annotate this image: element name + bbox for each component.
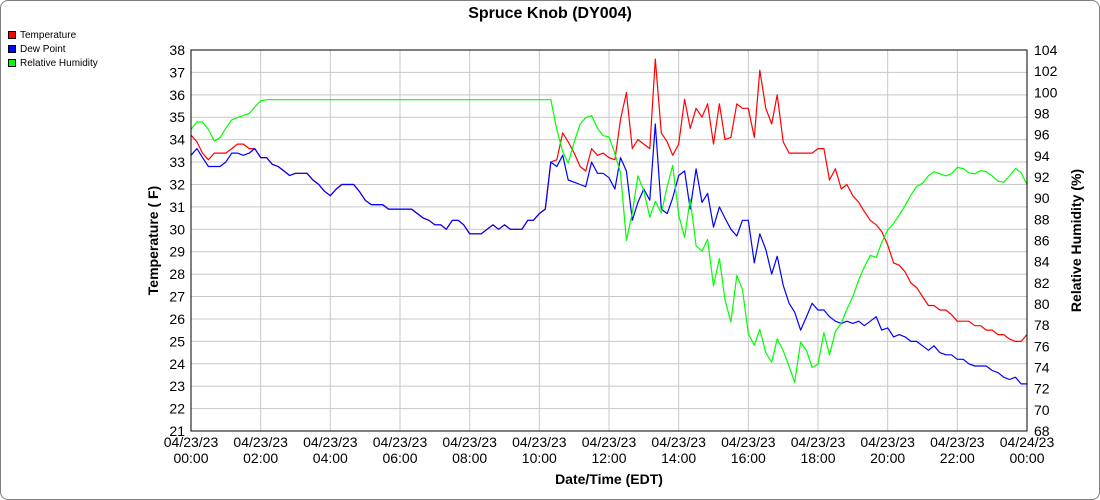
y2-tick-label: 76 (1034, 338, 1050, 354)
y2-tick-label: 84 (1034, 254, 1050, 270)
y-tick-label: 22 (169, 401, 185, 417)
y2-tick-label: 90 (1034, 190, 1050, 206)
x-tick-label-date: 04/23/23 (930, 434, 985, 450)
x-tick-label-time: 10:00 (522, 450, 557, 466)
legend-label-relative-humidity: Relative Humidity (20, 57, 98, 69)
y-tick-label: 31 (169, 199, 185, 215)
x-tick-label-time: 18:00 (800, 450, 835, 466)
y-tick-label: 30 (169, 221, 185, 237)
y2-tick-label: 68 (1034, 423, 1050, 439)
y-tick-label: 26 (169, 311, 185, 327)
legend-swatch-dew-point (8, 45, 16, 53)
y2-tick-label: 92 (1034, 169, 1050, 185)
x-tick-label-date: 04/23/23 (651, 434, 706, 450)
y-tick-label: 21 (169, 423, 185, 439)
y2-tick-label: 72 (1034, 381, 1050, 397)
y2-tick-label: 102 (1034, 63, 1058, 79)
legend-swatch-temperature (8, 31, 16, 39)
y2-tick-label: 70 (1034, 402, 1050, 418)
y-tick-label: 37 (169, 64, 185, 80)
x-tick-label-date: 04/23/23 (303, 434, 358, 450)
x-tick-label-time: 20:00 (870, 450, 905, 466)
x-tick-label-date: 04/23/23 (582, 434, 637, 450)
x-tick-label-time: 12:00 (591, 450, 626, 466)
chart-title: Spruce Knob (DY004) (468, 5, 632, 22)
x-tick-label-date: 04/23/23 (164, 434, 219, 450)
x-tick-label-time: 16:00 (731, 450, 766, 466)
grid-lines (190, 49, 1028, 432)
y-tick-label: 33 (169, 154, 185, 170)
y2-tick-label: 86 (1034, 233, 1050, 249)
y-tick-label: 29 (169, 244, 185, 260)
x-tick-label-date: 04/24/23 (1000, 434, 1055, 450)
x-tick-label-date: 04/23/23 (512, 434, 567, 450)
y2-tick-label: 74 (1034, 360, 1050, 376)
y-axis-title: Temperature ( F) (145, 186, 161, 295)
x-axis-title: Date/Time (EDT) (555, 471, 663, 487)
series-line-relative-humidity (190, 99, 1028, 383)
y-tick-label: 27 (169, 289, 185, 305)
series-line-dew-point (190, 123, 1027, 385)
y-axis-ticks: 21 22 23 24 25 26 27 28 29 30 31 32 33 34 35 36 37 38 (169, 42, 185, 439)
y-tick-label: 36 (169, 87, 185, 103)
x-tick-label-date: 04/23/23 (721, 434, 776, 450)
y-tick-label: 28 (169, 266, 185, 282)
legend-item-temperature: Temperature (8, 28, 98, 42)
x-tick-label-time: 04:00 (313, 450, 348, 466)
y2-tick-label: 104 (1034, 42, 1058, 58)
y-tick-label: 35 (169, 109, 185, 125)
x-tick-label-date: 04/23/23 (791, 434, 846, 450)
plot-area-border (190, 49, 1028, 432)
y2-tick-label: 78 (1034, 317, 1050, 333)
x-tick-label-time: 22:00 (940, 450, 975, 466)
x-tick-label-date: 04/23/23 (860, 434, 915, 450)
x-tick-label-time: 00:00 (173, 450, 208, 466)
y-tick-label: 38 (169, 42, 185, 58)
x-tick-label-time: 08:00 (452, 450, 487, 466)
legend-swatch-relative-humidity (8, 59, 16, 67)
y2-tick-label: 88 (1034, 211, 1050, 227)
x-axis-ticks: 04/23/2300:0004/23/2302:0004/23/2304:000… (164, 434, 1055, 466)
y2-tick-label: 96 (1034, 127, 1050, 143)
y2-tick-label: 82 (1034, 275, 1050, 291)
x-tick-label-date: 04/23/23 (233, 434, 288, 450)
x-tick-label-time: 02:00 (243, 450, 278, 466)
y2-tick-label: 94 (1034, 148, 1050, 164)
y-tick-label: 32 (169, 176, 185, 192)
x-tick-label-time: 06:00 (382, 450, 417, 466)
legend-item-dew-point: Dew Point (8, 42, 98, 56)
y-tick-label: 23 (169, 378, 185, 394)
y2-axis-title: Relative Humidity (%) (1068, 169, 1084, 312)
legend: Temperature Dew Point Relative Humidity (8, 28, 98, 70)
legend-item-relative-humidity: Relative Humidity (8, 56, 98, 70)
x-tick-label-date: 04/23/23 (442, 434, 497, 450)
y2-tick-label: 100 (1034, 84, 1058, 100)
legend-label-dew-point: Dew Point (20, 43, 66, 55)
legend-label-temperature: Temperature (20, 29, 77, 41)
x-tick-label-time: 14:00 (661, 450, 696, 466)
x-tick-label-date: 04/23/23 (373, 434, 428, 450)
y2-tick-label: 98 (1034, 106, 1050, 122)
y2-tick-label: 80 (1034, 296, 1050, 312)
y-tick-label: 24 (169, 356, 185, 372)
y-tick-label: 34 (169, 132, 185, 148)
series-lines (190, 58, 1028, 385)
y-tick-label: 25 (169, 333, 185, 349)
y2-axis-ticks: 68 70 72 74 76 78 80 82 84 86 88 90 92 94 96 98 100 102 10… (1034, 42, 1058, 439)
x-tick-label-time: 00:00 (1009, 450, 1044, 466)
